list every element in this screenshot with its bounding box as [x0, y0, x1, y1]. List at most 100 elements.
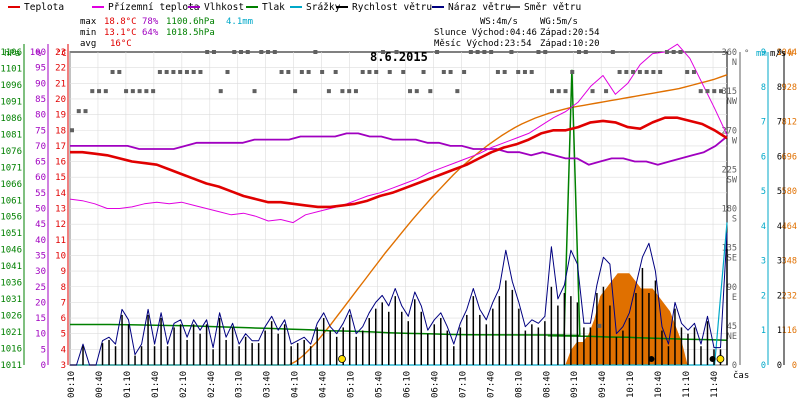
y-tick-label: 6	[777, 152, 782, 162]
wind-direction-marker	[421, 69, 426, 74]
y-tick-label: 3	[761, 257, 766, 267]
wind-direction-marker	[70, 128, 74, 133]
x-tick-group: 08:10	[514, 371, 524, 398]
wind-direction-marker	[671, 50, 676, 54]
stat-value: 16°C	[110, 39, 132, 49]
wind-direction-marker	[259, 50, 264, 54]
y-tick-label: 1	[777, 326, 782, 336]
y-tick-label: 696	[782, 152, 797, 162]
wind-direction-marker	[637, 69, 642, 74]
wind-direction-marker	[211, 50, 216, 54]
stat-value: Měsíc Východ:23:54	[434, 39, 532, 49]
x-tick-group: 00:40	[95, 371, 105, 398]
wind-direction-marker	[239, 50, 244, 54]
wind-direction-marker	[272, 50, 277, 54]
wind-direction-marker	[489, 50, 494, 54]
y-tick-label: SE	[727, 254, 737, 264]
y-tick-label: SW	[727, 175, 738, 185]
wind-direction-marker	[380, 50, 385, 54]
y-tick-label: W	[732, 136, 738, 146]
y-tick-label: 9	[61, 267, 66, 277]
y-tick-label: E	[732, 293, 737, 303]
legend-label: Vlhkost	[204, 2, 244, 13]
y-tick-label: 60	[35, 173, 46, 183]
y-tick-label: 5	[777, 187, 782, 197]
x-tick-group: 04:40	[319, 371, 329, 398]
wind-direction-marker	[604, 89, 609, 94]
wind-direction-marker	[624, 69, 629, 74]
wind-direction-marker	[536, 50, 541, 54]
y-tick-label: 928	[782, 83, 797, 93]
stat-value: 78%	[142, 17, 159, 27]
y-tick-label: 580	[782, 187, 797, 197]
x-tick-label: 10:40	[654, 371, 664, 398]
wind-direction-marker	[157, 69, 162, 74]
y-tick-label: 11	[55, 236, 66, 246]
y-tick-label: 30	[35, 267, 46, 277]
x-tick-label: 09:10	[570, 371, 580, 398]
x-tick-group: 08:40	[542, 371, 552, 398]
y-tick-label: N	[732, 58, 737, 68]
wind-direction-marker	[516, 69, 521, 74]
pressure-line	[70, 69, 728, 342]
stat-label: min	[80, 28, 96, 38]
y-tick-label: 6	[61, 314, 66, 324]
wind-direction-marker	[509, 50, 514, 54]
y-tick-label: 21	[55, 79, 66, 89]
x-tick-group: 01:10	[123, 371, 133, 398]
legend-label: Náraz větru	[448, 2, 511, 13]
y-tick-label: 1016	[0, 345, 22, 355]
wind-direction-marker	[435, 50, 440, 54]
wind-direction-marker	[191, 69, 196, 74]
wind-direction-marker	[83, 109, 88, 114]
sunrise-marker	[338, 355, 346, 363]
wind-direction-marker	[205, 50, 210, 54]
x-tick-label: 00:40	[95, 371, 105, 398]
x-axis-label: čas	[733, 370, 749, 381]
wind-direction-marker	[597, 323, 602, 328]
wind-direction-marker	[502, 69, 507, 74]
y-tick-label: 7	[777, 118, 782, 128]
x-tick-group: 06:10	[402, 371, 412, 398]
y-tick-label: 18	[55, 126, 66, 136]
stat-value: WG:5m/s	[540, 17, 578, 27]
chart-title: 8.6.2015	[370, 50, 428, 64]
y-tick-label: 5	[761, 187, 766, 197]
wind-direction-marker	[475, 50, 480, 54]
x-tick-label: 11:10	[682, 371, 692, 398]
x-tick-group: 07:40	[486, 371, 496, 398]
wind-direction-marker	[462, 69, 467, 74]
y-tick-label: 40	[35, 236, 46, 246]
wind-direction-marker	[117, 69, 122, 74]
wind-direction-marker	[522, 69, 527, 74]
stat-value: 1100.6hPa	[166, 17, 215, 27]
legend-label: Srážky	[306, 2, 341, 13]
y-tick-label: S	[732, 215, 737, 225]
y-tick-label: 15	[35, 314, 46, 324]
y-tick-label: 20	[55, 95, 66, 105]
x-tick-label: 11:40	[710, 371, 720, 398]
wind-gust-line	[70, 222, 728, 366]
y-tick-label: 360	[722, 48, 737, 58]
wind-direction-marker	[184, 69, 189, 74]
wind-direction-marker	[610, 50, 615, 54]
legend-label: Přízemní teplota	[108, 2, 200, 13]
legend-label: Teplota	[24, 2, 64, 13]
wind-direction-marker	[658, 69, 663, 74]
y-tick-label: 10	[35, 330, 46, 340]
y-tick-label: 13	[55, 205, 66, 215]
wind-direction-marker	[712, 89, 717, 94]
y-tick-label: 225	[722, 165, 737, 175]
y-tick-label: 1031	[0, 295, 22, 305]
y-tick-label: 1106	[0, 48, 22, 58]
x-tick-label: 02:40	[207, 371, 217, 398]
y-tick-label: 7	[761, 118, 766, 128]
stat-value: WS:4m/s	[480, 17, 518, 27]
y-tick-label: 116	[782, 326, 797, 336]
y-tick-label: 15	[55, 173, 66, 183]
x-tick-label: 03:10	[235, 371, 245, 398]
wind-direction-marker	[664, 50, 669, 54]
wind-direction-marker	[631, 69, 636, 74]
y-tick-label: 270	[722, 126, 737, 136]
